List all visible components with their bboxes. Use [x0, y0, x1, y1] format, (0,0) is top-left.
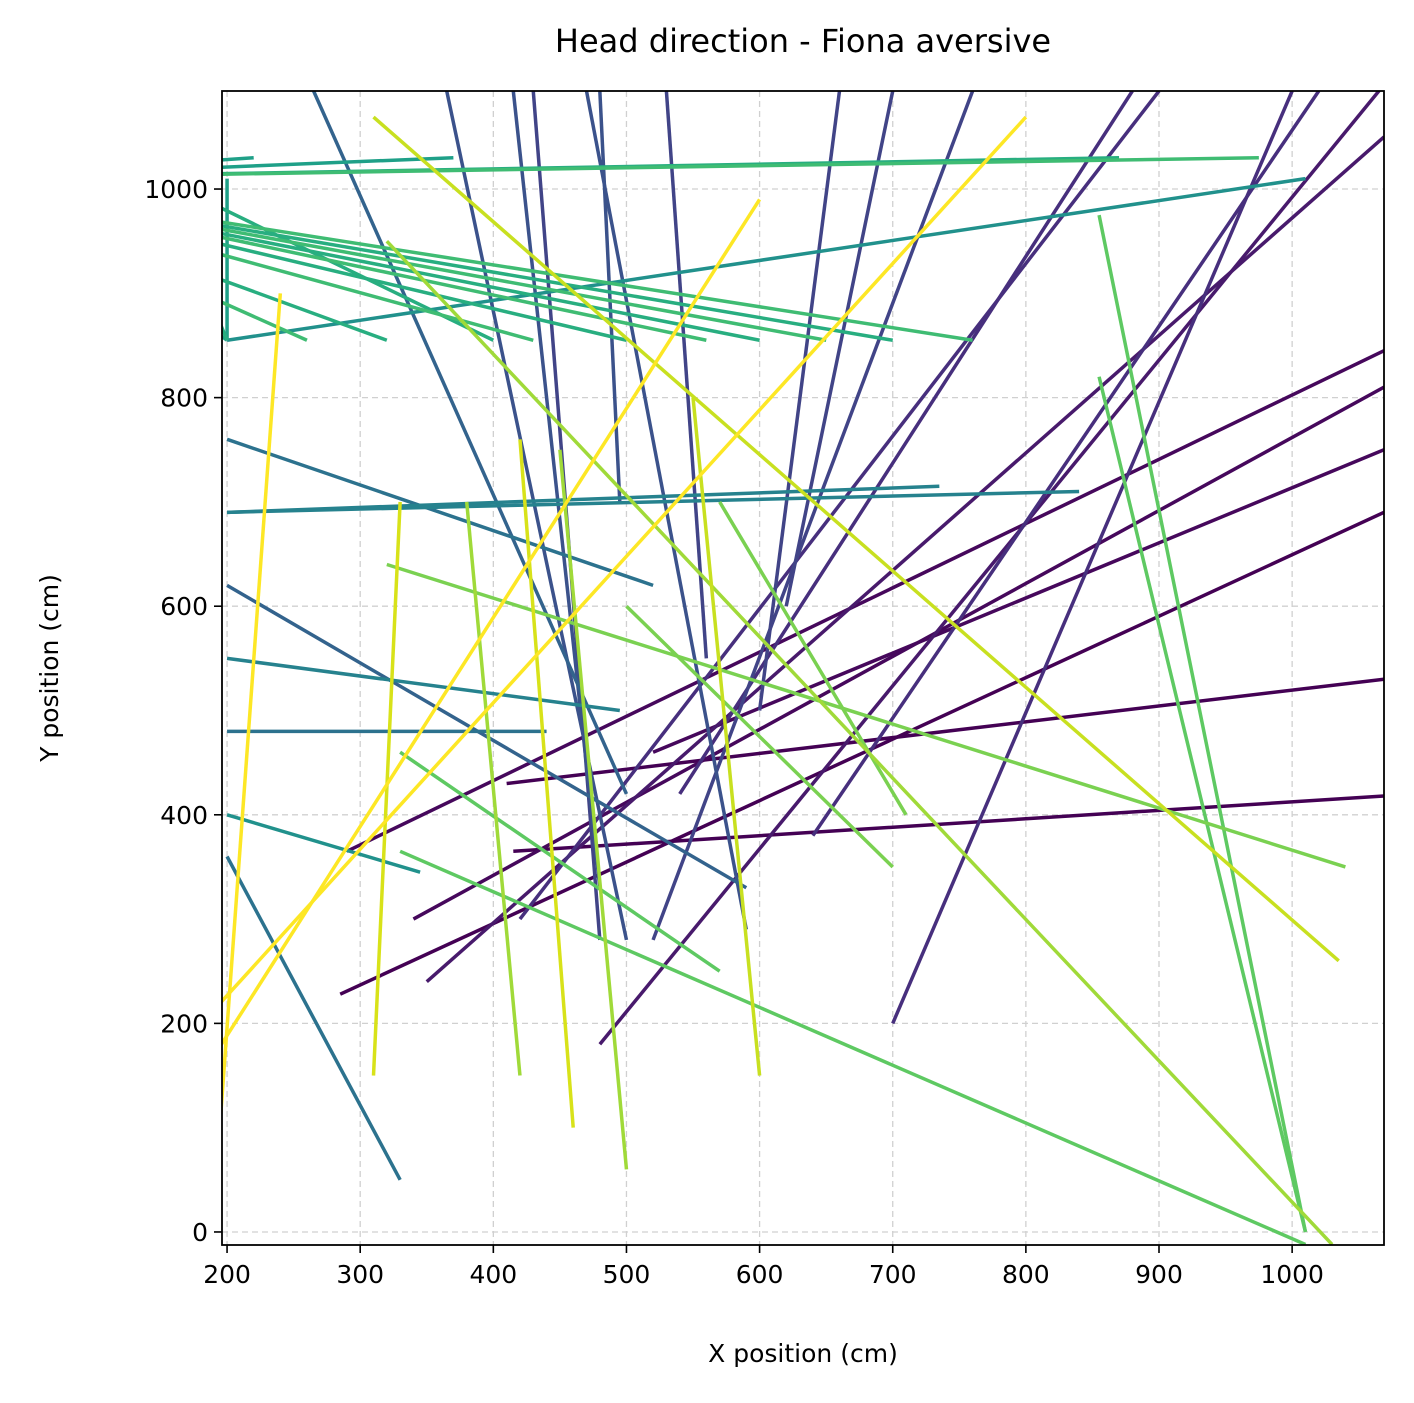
chart-title: Head direction - Fiona aversive: [555, 22, 1051, 60]
x-axis-label: X position (cm): [708, 1339, 898, 1368]
direction-segment: [222, 227, 827, 342]
direction-segment: [371, 501, 402, 1076]
direction-segment: [445, 91, 629, 941]
x-tick-label: 900: [1135, 1260, 1183, 1289]
direction-segment: [226, 656, 621, 713]
direction-segment: [222, 220, 973, 342]
direction-segment: [811, 91, 1321, 837]
direction-segment: [784, 91, 895, 607]
direction-segment: [227, 489, 1080, 515]
direction-segment: [464, 501, 522, 1076]
direction-segment: [598, 91, 622, 502]
direction-segment: [399, 849, 1307, 1245]
direction-segment: [399, 750, 721, 973]
direction-segment: [412, 385, 1384, 921]
direction-segment: [222, 293, 283, 1122]
plot-area: [222, 91, 1384, 1245]
direction-segment: [222, 231, 760, 342]
direction-segment: [222, 300, 308, 342]
x-tick-label: 800: [1002, 1260, 1050, 1289]
direction-segment: [1097, 376, 1308, 1233]
direction-segment: [718, 501, 908, 816]
y-axis-label: Y position (cm): [35, 574, 64, 763]
direction-segment: [222, 224, 894, 342]
direction-segment: [225, 855, 402, 1181]
axes-frame: [221, 90, 1385, 1246]
x-tick-label: 400: [469, 1260, 517, 1289]
direction-segment: [518, 91, 1161, 921]
direction-segment: [346, 349, 1384, 853]
direction-segment: [518, 439, 575, 1128]
y-tick-label: 400: [160, 801, 208, 830]
x-tick-label: 1000: [1260, 1260, 1324, 1289]
direction-segment: [678, 91, 1134, 795]
direction-segment: [625, 604, 894, 869]
direction-segment: [511, 91, 602, 888]
direction-segment: [226, 176, 1306, 342]
direction-segment: [598, 91, 1382, 1046]
direction-segment: [385, 239, 1334, 1245]
x-tick-label: 200: [203, 1260, 251, 1289]
direction-segment: [652, 448, 1384, 754]
direction-segment: [558, 449, 629, 1170]
direction-segment: [226, 437, 654, 588]
direction-segment: [226, 583, 748, 890]
y-tick-label: 200: [160, 1009, 208, 1038]
direction-segment: [226, 813, 421, 874]
direction-segment: [513, 794, 1384, 854]
y-tick-label: 1000: [144, 175, 208, 204]
y-tick-label: 600: [160, 592, 208, 621]
x-tick-label: 700: [869, 1260, 917, 1289]
x-tick-label: 600: [736, 1260, 784, 1289]
direction-segment: [757, 91, 842, 711]
direction-segment: [222, 155, 454, 169]
direction-segment: [386, 562, 1346, 869]
y-tick-label: 0: [192, 1218, 208, 1247]
direction-segment: [506, 677, 1384, 786]
direction-segment: [222, 115, 1028, 1004]
direction-segment: [1097, 214, 1308, 1233]
direction-segment: [222, 198, 762, 1047]
direction-segment: [664, 91, 709, 659]
direction-segment: [691, 397, 762, 1076]
x-tick-label: 300: [336, 1260, 384, 1289]
direction-segment: [222, 278, 388, 342]
direction-segment: [339, 510, 1384, 996]
direction-segment: [222, 156, 254, 162]
direction-segment: [891, 91, 1294, 1025]
direction-segment: [372, 115, 1340, 963]
direction-segment: [222, 252, 534, 342]
direction-segment: [222, 242, 627, 342]
direction-segment: [311, 91, 629, 795]
direction-segment: [222, 235, 707, 342]
x-tick-label: 500: [603, 1260, 651, 1289]
y-tick-label: 800: [160, 384, 208, 413]
direction-segment: [222, 155, 1259, 176]
grid: [222, 91, 1384, 1245]
